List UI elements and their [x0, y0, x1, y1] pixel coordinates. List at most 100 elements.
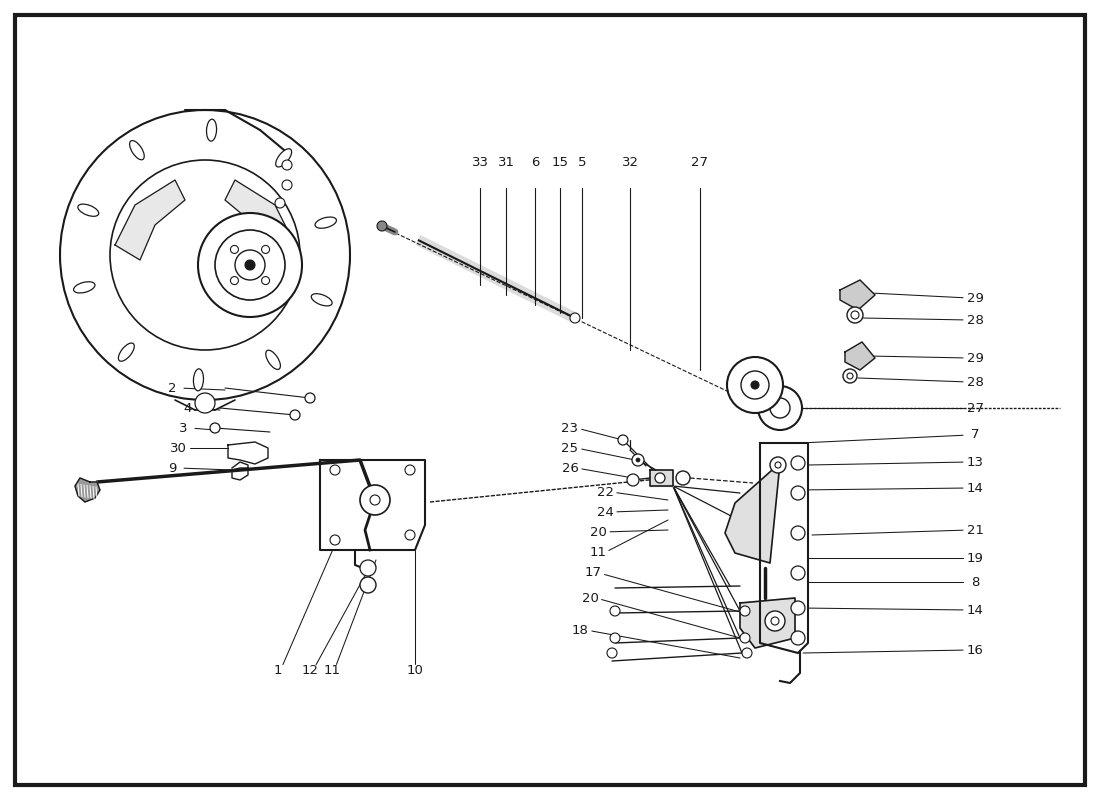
Circle shape — [282, 160, 292, 170]
Circle shape — [360, 577, 376, 593]
Text: 29: 29 — [967, 351, 983, 365]
Text: 30: 30 — [169, 442, 186, 454]
Polygon shape — [840, 280, 874, 310]
Circle shape — [742, 648, 752, 658]
Circle shape — [214, 230, 285, 300]
Ellipse shape — [130, 141, 144, 160]
Circle shape — [370, 495, 379, 505]
Circle shape — [847, 307, 864, 323]
Circle shape — [230, 246, 239, 254]
Text: 11: 11 — [323, 663, 341, 677]
Text: 6: 6 — [531, 155, 539, 169]
Circle shape — [771, 617, 779, 625]
Polygon shape — [725, 463, 780, 563]
Circle shape — [377, 221, 387, 231]
Text: 20: 20 — [582, 591, 598, 605]
Text: 11: 11 — [590, 546, 606, 559]
Circle shape — [791, 601, 805, 615]
Text: 1: 1 — [274, 663, 283, 677]
Circle shape — [275, 198, 285, 208]
Polygon shape — [320, 460, 425, 550]
Circle shape — [330, 535, 340, 545]
Circle shape — [290, 410, 300, 420]
Text: 32: 32 — [621, 155, 638, 169]
Text: 27: 27 — [692, 155, 708, 169]
Circle shape — [262, 277, 270, 285]
Polygon shape — [75, 478, 100, 502]
Text: 17: 17 — [584, 566, 602, 579]
Polygon shape — [650, 470, 673, 486]
Circle shape — [632, 454, 644, 466]
Circle shape — [851, 311, 859, 319]
Text: 10: 10 — [407, 663, 424, 677]
Ellipse shape — [311, 294, 332, 306]
Text: 3: 3 — [178, 422, 187, 434]
Text: 12: 12 — [301, 663, 319, 677]
Text: 8: 8 — [971, 575, 979, 589]
Text: 21: 21 — [967, 523, 983, 537]
Text: 2: 2 — [167, 382, 176, 394]
Polygon shape — [740, 598, 795, 648]
Circle shape — [676, 471, 690, 485]
Text: 31: 31 — [497, 155, 515, 169]
Circle shape — [607, 648, 617, 658]
Circle shape — [405, 530, 415, 540]
Circle shape — [360, 485, 390, 515]
Text: 22: 22 — [596, 486, 614, 498]
Ellipse shape — [207, 119, 217, 141]
Circle shape — [618, 435, 628, 445]
Text: 23: 23 — [561, 422, 579, 434]
Circle shape — [770, 398, 790, 418]
Circle shape — [727, 357, 783, 413]
Polygon shape — [760, 443, 808, 653]
Text: 28: 28 — [967, 314, 983, 326]
Polygon shape — [116, 180, 185, 260]
Text: 7: 7 — [970, 429, 979, 442]
Circle shape — [610, 606, 620, 616]
Circle shape — [282, 180, 292, 190]
Circle shape — [210, 423, 220, 433]
Circle shape — [791, 631, 805, 645]
Circle shape — [791, 566, 805, 580]
Circle shape — [360, 560, 376, 576]
Circle shape — [110, 160, 300, 350]
Circle shape — [610, 633, 620, 643]
Text: 5: 5 — [578, 155, 586, 169]
Text: 14: 14 — [967, 482, 983, 494]
Text: 26: 26 — [562, 462, 579, 474]
Circle shape — [195, 393, 214, 413]
Circle shape — [791, 456, 805, 470]
Polygon shape — [845, 342, 875, 370]
Circle shape — [791, 486, 805, 500]
Circle shape — [751, 381, 759, 389]
Text: 15: 15 — [551, 155, 569, 169]
Circle shape — [847, 373, 852, 379]
Text: 25: 25 — [561, 442, 579, 454]
Circle shape — [245, 260, 255, 270]
Text: 29: 29 — [967, 291, 983, 305]
Circle shape — [405, 465, 415, 475]
Ellipse shape — [315, 217, 337, 228]
Circle shape — [758, 386, 802, 430]
Text: 28: 28 — [967, 375, 983, 389]
Circle shape — [330, 465, 340, 475]
Circle shape — [235, 250, 265, 280]
Text: 33: 33 — [472, 155, 488, 169]
Circle shape — [262, 246, 270, 254]
Circle shape — [60, 110, 350, 400]
Text: 19: 19 — [967, 551, 983, 565]
Circle shape — [741, 371, 769, 399]
Text: 24: 24 — [596, 506, 614, 518]
Circle shape — [230, 277, 239, 285]
Ellipse shape — [266, 350, 280, 370]
Text: 18: 18 — [572, 623, 588, 637]
Circle shape — [770, 457, 786, 473]
Circle shape — [776, 462, 781, 468]
Circle shape — [570, 313, 580, 323]
Ellipse shape — [194, 369, 204, 391]
Text: 4: 4 — [184, 402, 192, 414]
Ellipse shape — [78, 204, 99, 216]
Circle shape — [636, 458, 640, 462]
Circle shape — [740, 606, 750, 616]
Circle shape — [198, 213, 302, 317]
